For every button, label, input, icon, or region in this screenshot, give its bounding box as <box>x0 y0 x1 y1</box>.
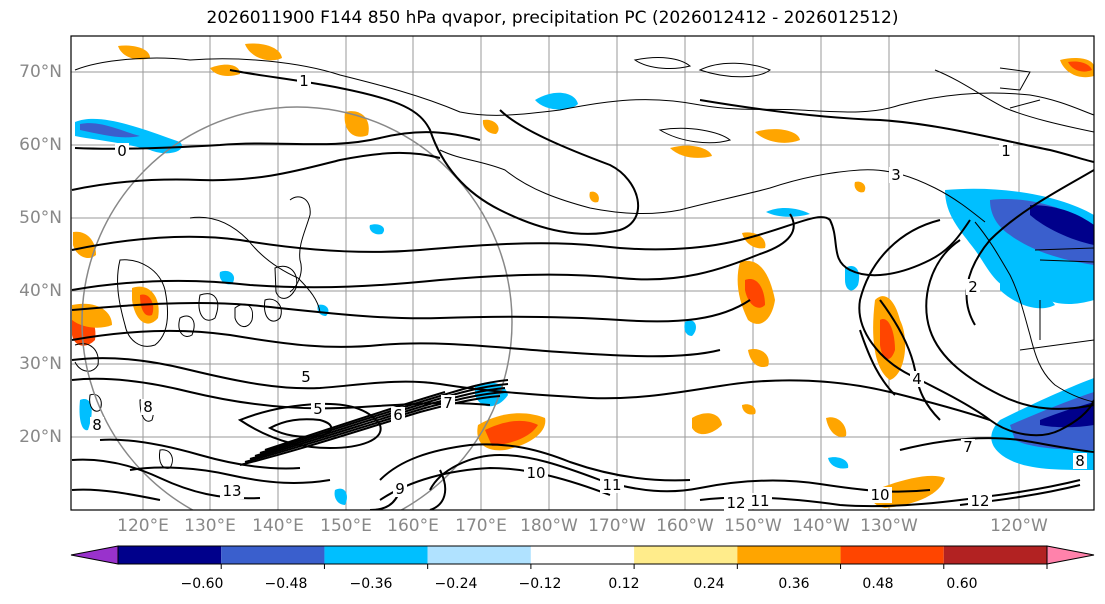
colorbar-tick: −0.48 <box>264 576 308 592</box>
colorbar-segment <box>634 546 738 564</box>
contour-label-bg <box>868 487 892 503</box>
colorbar-segment <box>840 546 944 564</box>
contour-label: 12 <box>726 494 745 512</box>
contour-label-bg <box>724 495 748 511</box>
contour-label-bg <box>1073 453 1087 469</box>
contour-label: 8 <box>143 398 153 416</box>
lat-label: 70°N <box>19 62 62 82</box>
contour-label: 1 <box>1001 142 1011 160</box>
contour-label: 6 <box>393 406 403 424</box>
contour-label-bg <box>968 493 992 509</box>
contour-label-bg <box>524 465 548 481</box>
colorbar-frame <box>117 545 1048 565</box>
contour-label: 0 <box>117 142 127 160</box>
contour-label: 1 <box>299 72 309 90</box>
contour-label: 7 <box>963 438 973 456</box>
contour-label-bg <box>999 143 1013 159</box>
contour-label-bg <box>748 493 772 509</box>
lat-label: 60°N <box>19 135 62 155</box>
contour-label-bg <box>297 73 311 89</box>
contour-label-bg <box>441 395 455 411</box>
contour-label-bg <box>391 407 405 423</box>
lon-label: 120°W <box>990 516 1048 536</box>
lon-label: 130°W <box>860 516 918 536</box>
lat-label: 50°N <box>19 208 62 228</box>
colorbar-extend-high <box>1046 545 1095 565</box>
lon-label: 130°E <box>184 516 236 536</box>
contour-label: 4 <box>912 370 922 388</box>
contour-label: 11 <box>602 476 621 494</box>
contour-label: 2 <box>968 278 978 296</box>
colorbar <box>70 545 1095 569</box>
contour-label-bg <box>311 401 325 417</box>
colorbar-tick: 0.24 <box>693 576 725 592</box>
colorbar-tick: −0.60 <box>180 576 224 592</box>
colorbar-tick: −0.36 <box>349 576 393 592</box>
qvapor-contours <box>71 69 1094 510</box>
lat-label: 30°N <box>19 354 62 374</box>
lon-label: 140°W <box>792 516 850 536</box>
colorbar-tick: −0.24 <box>434 576 478 592</box>
contour-label-bg <box>299 369 313 385</box>
lon-label: 180°W <box>520 516 578 536</box>
lon-label: 170°E <box>455 516 507 536</box>
contour-label: 10 <box>870 486 889 504</box>
contour-label: 9 <box>395 480 405 498</box>
contour-label: 11 <box>750 492 769 510</box>
colorbar-segment <box>530 546 635 564</box>
contour-label: 13 <box>222 482 241 500</box>
colorbar-segment <box>324 546 428 564</box>
colorbar-extend-low <box>70 545 119 565</box>
colorbar-tick: 0.12 <box>608 576 640 592</box>
contour-label: 3 <box>891 166 901 184</box>
contour-label-bg <box>115 143 129 159</box>
contour-label: 10 <box>526 464 545 482</box>
contour-label: 8 <box>1075 452 1085 470</box>
contour-label-bg <box>910 371 924 387</box>
colorbar-tick: 0.48 <box>862 576 894 592</box>
contour-label: 5 <box>313 400 323 418</box>
colorbar-segment <box>118 546 222 564</box>
colorbar-segment <box>427 546 531 564</box>
lat-label: 20°N <box>19 427 62 447</box>
lon-label: 120°E <box>117 516 169 536</box>
colorbar-segment <box>737 546 841 564</box>
contour-label-bg <box>600 477 624 493</box>
lon-label: 140°E <box>252 516 304 536</box>
colorbar-tick: 0.36 <box>778 576 810 592</box>
map-frame <box>70 35 1095 511</box>
coastlines <box>74 57 1094 469</box>
contour-label-bg <box>220 483 244 499</box>
lon-label: 160°W <box>656 516 714 536</box>
contour-label: 5 <box>301 368 311 386</box>
lon-label: 150°E <box>320 516 372 536</box>
colorbar-segment <box>221 546 325 564</box>
colorbar-tick: 0.60 <box>946 576 978 592</box>
lon-label: 170°W <box>588 516 646 536</box>
contour-label: 7 <box>443 394 453 412</box>
map-title: 2026011900 F144 850 hPa qvapor, precipit… <box>206 8 899 28</box>
contour-label-bg <box>393 481 407 497</box>
contour-label-bg <box>90 417 104 433</box>
lat-label: 40°N <box>19 281 62 301</box>
contour-label-bg <box>141 399 155 415</box>
lon-label: 160°E <box>387 516 439 536</box>
contour-label-bg <box>889 167 903 183</box>
colorbar-segment <box>943 546 1047 564</box>
contour-label-bg <box>961 439 975 455</box>
contour-label: 12 <box>970 492 989 510</box>
contour-label: 8 <box>92 416 102 434</box>
colorbar-tick: −0.12 <box>518 576 562 592</box>
contour-label-bg <box>966 279 980 295</box>
lon-label: 150°W <box>724 516 782 536</box>
range-circle <box>81 106 513 510</box>
